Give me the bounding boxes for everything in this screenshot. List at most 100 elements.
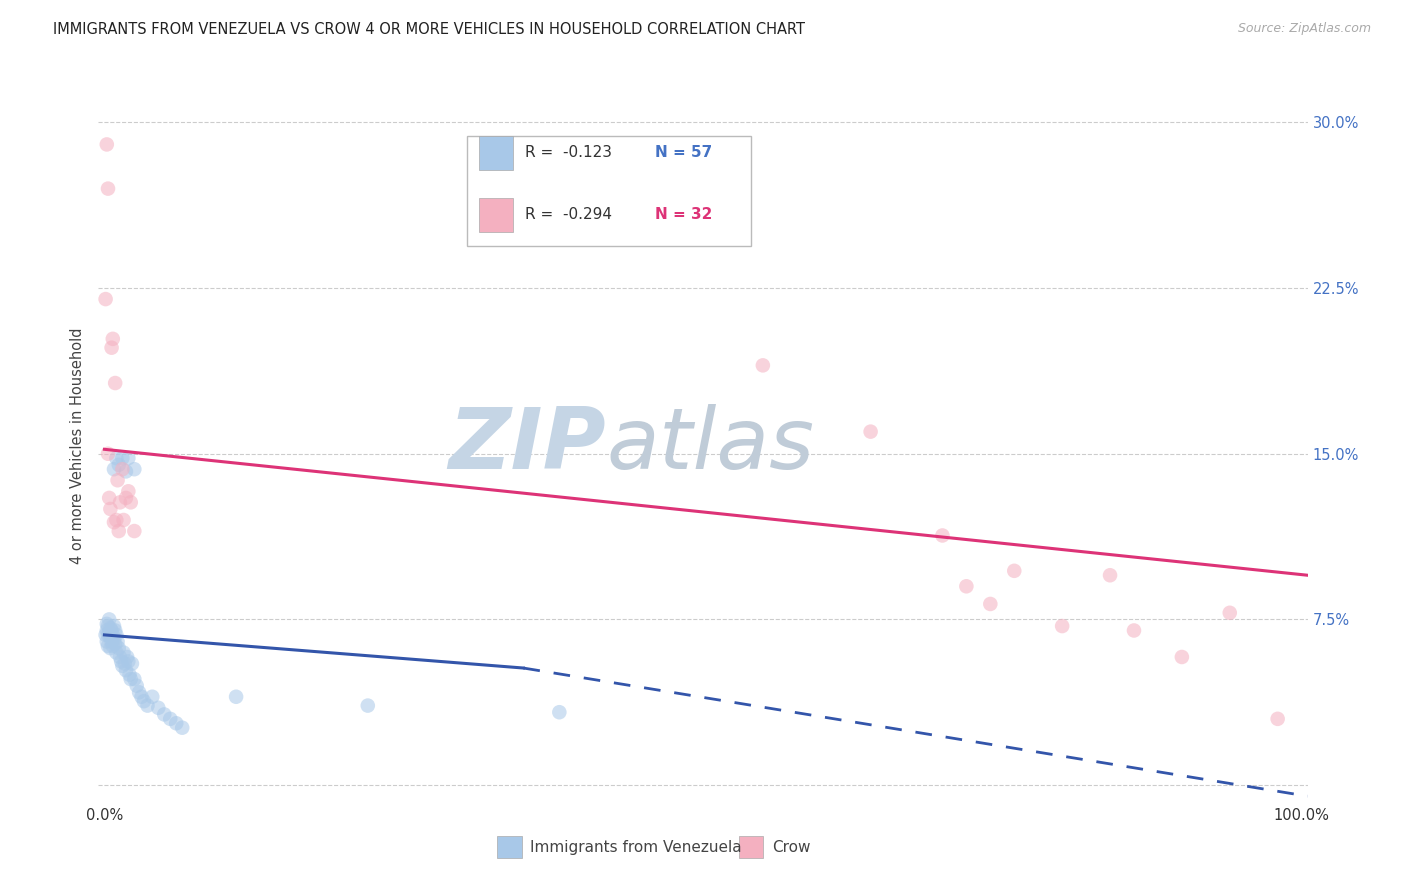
Point — [96, 634, 118, 648]
Point — [100, 624, 122, 638]
Text: N = 57: N = 57 — [655, 145, 711, 161]
Point — [107, 634, 129, 648]
Point — [100, 630, 122, 644]
Point — [94, 628, 117, 642]
Point — [104, 624, 127, 638]
Point — [104, 637, 127, 651]
Point — [153, 707, 176, 722]
Point — [112, 513, 135, 527]
Point — [120, 672, 142, 686]
Point — [97, 181, 120, 195]
Point — [1171, 650, 1194, 665]
Point — [752, 359, 775, 373]
Point — [1002, 564, 1025, 578]
Bar — [498, 837, 522, 858]
Point — [111, 658, 134, 673]
Point — [100, 341, 122, 355]
Bar — [740, 837, 763, 858]
Point — [117, 654, 139, 668]
Point — [112, 646, 135, 660]
Point — [131, 690, 153, 704]
Point — [124, 524, 146, 538]
Text: Crow: Crow — [772, 839, 810, 855]
Point — [97, 447, 120, 461]
Point — [101, 639, 124, 653]
Text: atlas: atlas — [606, 404, 814, 488]
Point — [1123, 624, 1146, 638]
Point — [100, 634, 122, 648]
Point — [1050, 619, 1073, 633]
Point — [105, 513, 128, 527]
Point — [110, 654, 132, 668]
Text: Source: ZipAtlas.com: Source: ZipAtlas.com — [1237, 22, 1371, 36]
Point — [96, 137, 118, 152]
Point — [1099, 568, 1122, 582]
Point — [101, 332, 124, 346]
Point — [225, 690, 247, 704]
Point — [120, 495, 142, 509]
Point — [100, 621, 122, 635]
Point — [125, 679, 148, 693]
Point — [118, 667, 141, 681]
Text: N = 32: N = 32 — [655, 207, 711, 222]
Point — [94, 292, 117, 306]
Text: R =  -0.123: R = -0.123 — [526, 145, 612, 161]
Point — [103, 619, 125, 633]
Point — [124, 462, 146, 476]
Point — [107, 473, 129, 487]
Point — [979, 597, 1001, 611]
Point — [103, 515, 125, 529]
Point — [108, 495, 131, 509]
Point — [100, 502, 122, 516]
Point — [124, 672, 146, 686]
Point — [96, 616, 118, 631]
Point — [165, 716, 187, 731]
Point — [1267, 712, 1289, 726]
Point — [105, 628, 128, 642]
Point — [548, 705, 571, 719]
Bar — [479, 136, 513, 169]
Point — [97, 619, 120, 633]
Point — [117, 451, 139, 466]
Point — [114, 657, 136, 671]
Point — [108, 650, 131, 665]
Point — [96, 624, 118, 638]
Point — [107, 641, 129, 656]
Point — [115, 663, 138, 677]
Point — [104, 376, 127, 390]
Point — [357, 698, 380, 713]
Text: IMMIGRANTS FROM VENEZUELA VS CROW 4 OR MORE VEHICLES IN HOUSEHOLD CORRELATION CH: IMMIGRANTS FROM VENEZUELA VS CROW 4 OR M… — [53, 22, 806, 37]
Point — [115, 491, 138, 505]
Point — [121, 657, 143, 671]
Point — [115, 464, 138, 478]
Point — [101, 628, 124, 642]
Point — [105, 646, 128, 660]
Point — [136, 698, 159, 713]
Point — [1219, 606, 1241, 620]
Point — [141, 690, 163, 704]
Point — [105, 451, 128, 466]
Point — [111, 462, 134, 476]
Text: R =  -0.294: R = -0.294 — [526, 207, 612, 222]
Point — [103, 632, 125, 647]
Point — [172, 721, 194, 735]
Point — [97, 639, 120, 653]
Point — [955, 579, 977, 593]
Point — [98, 491, 121, 505]
Point — [117, 484, 139, 499]
Point — [98, 612, 121, 626]
Bar — [479, 198, 513, 232]
Point — [859, 425, 882, 439]
Point — [107, 524, 129, 538]
Point — [103, 462, 125, 476]
Point — [132, 694, 155, 708]
Point — [100, 641, 122, 656]
Point — [115, 650, 138, 665]
Point — [159, 712, 181, 726]
Point — [148, 700, 170, 714]
Point — [107, 458, 129, 472]
Point — [128, 685, 150, 699]
Point — [98, 625, 121, 640]
Point — [111, 451, 134, 466]
FancyBboxPatch shape — [467, 136, 751, 246]
